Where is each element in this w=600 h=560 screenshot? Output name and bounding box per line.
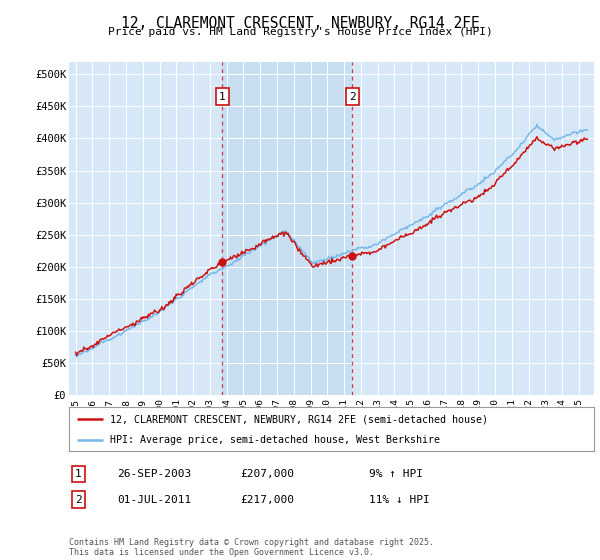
Bar xyxy=(223,62,352,395)
Text: 26-SEP-2003: 26-SEP-2003 xyxy=(117,469,191,479)
Text: 11% ↓ HPI: 11% ↓ HPI xyxy=(369,494,430,505)
Text: 9% ↑ HPI: 9% ↑ HPI xyxy=(369,469,423,479)
Text: 1: 1 xyxy=(75,469,82,479)
Text: Price paid vs. HM Land Registry's House Price Index (HPI): Price paid vs. HM Land Registry's House … xyxy=(107,27,493,38)
Text: 12, CLAREMONT CRESCENT, NEWBURY, RG14 2FE: 12, CLAREMONT CRESCENT, NEWBURY, RG14 2F… xyxy=(121,16,479,31)
Text: HPI: Average price, semi-detached house, West Berkshire: HPI: Average price, semi-detached house,… xyxy=(110,435,440,445)
Text: 1: 1 xyxy=(219,92,226,101)
Text: 2: 2 xyxy=(349,92,356,101)
Text: 2: 2 xyxy=(75,494,82,505)
Text: £207,000: £207,000 xyxy=(240,469,294,479)
Text: £217,000: £217,000 xyxy=(240,494,294,505)
Text: 12, CLAREMONT CRESCENT, NEWBURY, RG14 2FE (semi-detached house): 12, CLAREMONT CRESCENT, NEWBURY, RG14 2F… xyxy=(110,414,488,424)
Text: Contains HM Land Registry data © Crown copyright and database right 2025.
This d: Contains HM Land Registry data © Crown c… xyxy=(69,538,434,557)
Text: 01-JUL-2011: 01-JUL-2011 xyxy=(117,494,191,505)
